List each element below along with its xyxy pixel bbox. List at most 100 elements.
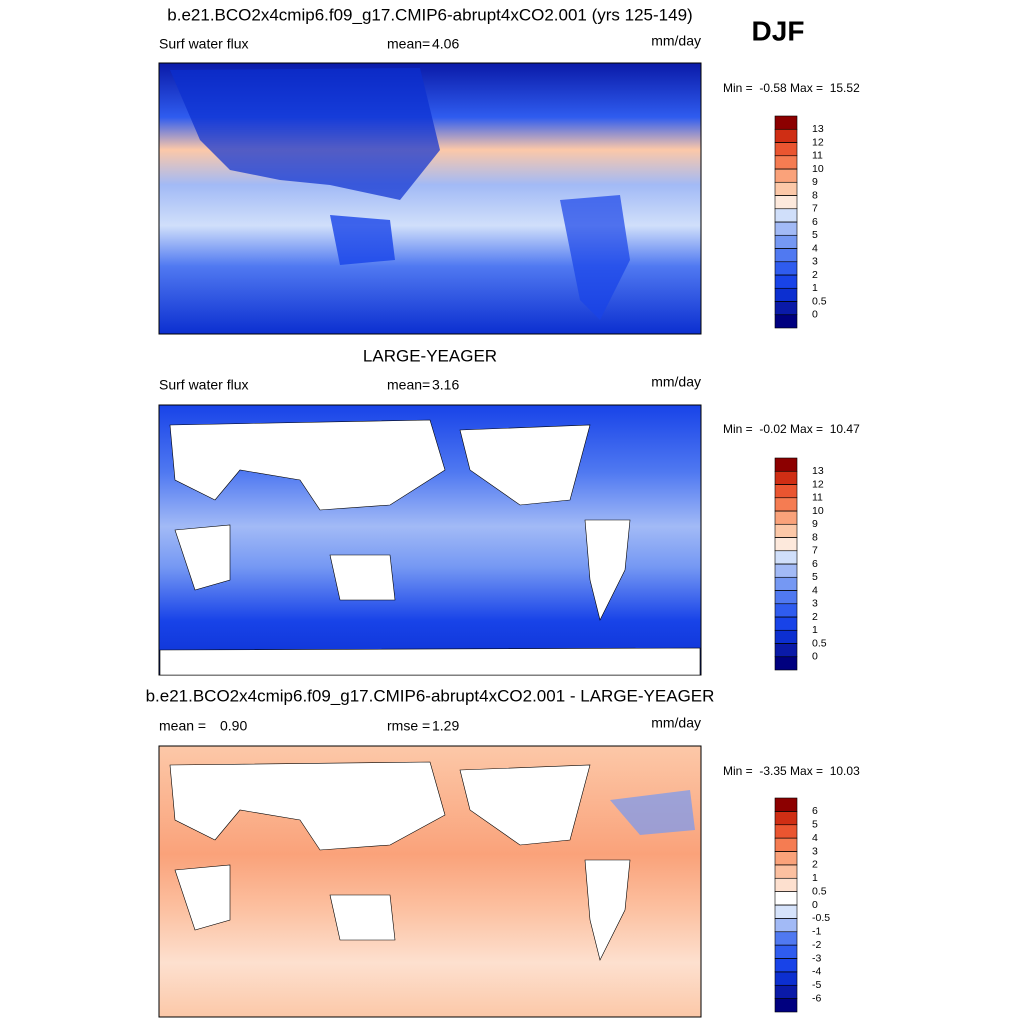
variable-label: Surf water flux xyxy=(159,36,248,52)
colorbar-label: 12 xyxy=(812,478,824,490)
colorbar-box xyxy=(774,811,798,826)
colorbar-box xyxy=(774,142,798,157)
colorbar-box xyxy=(774,616,798,631)
colorbar-box xyxy=(774,837,798,852)
colorbar-label: 8 xyxy=(812,189,818,201)
colorbar-box xyxy=(774,643,798,658)
colorbar-box xyxy=(774,904,798,919)
colorbar-box xyxy=(774,824,798,839)
stat-label: rmse = xyxy=(387,718,430,734)
colorbar-box xyxy=(774,287,798,302)
colorbar-label: 0 xyxy=(812,899,818,911)
variable-label: Surf water flux xyxy=(159,377,248,393)
colorbar-label: 5 xyxy=(812,571,818,583)
colorbar-label: 6 xyxy=(812,558,818,570)
panel-title: b.e21.BCO2x4cmip6.f09_g17.CMIP6-abrupt4x… xyxy=(146,686,715,705)
colorbar-label: 1 xyxy=(812,872,818,884)
colorbar-box xyxy=(774,261,798,276)
stat-label: mean = xyxy=(159,718,206,734)
colorbar-label: 1 xyxy=(812,282,818,294)
colorbar-box xyxy=(774,891,798,906)
colorbar-label: 5 xyxy=(812,819,818,831)
colorbar-box xyxy=(774,248,798,263)
colorbar-box xyxy=(774,155,798,170)
map xyxy=(158,62,702,335)
colorbar-label: 0 xyxy=(812,651,818,663)
min-max-label: Min = -3.35 Max = 10.03 xyxy=(723,764,860,778)
colorbar-box xyxy=(774,484,798,499)
colorbar-label: 3 xyxy=(812,845,818,857)
map xyxy=(158,404,702,676)
colorbar-box xyxy=(774,537,798,552)
colorbar-box xyxy=(774,576,798,591)
colorbar-box xyxy=(774,115,798,130)
colorbar-box xyxy=(774,918,798,933)
colorbar-box xyxy=(774,984,798,999)
colorbar-box xyxy=(774,563,798,578)
units-label: mm/day xyxy=(651,374,701,390)
colorbar-label: 0 xyxy=(812,309,818,321)
colorbar-box xyxy=(774,128,798,143)
colorbar-box xyxy=(774,510,798,525)
colorbar-label: 9 xyxy=(812,518,818,530)
stat-value: 0.90 xyxy=(220,718,247,734)
colorbar-label: 4 xyxy=(812,242,818,254)
colorbar-label: 3 xyxy=(812,598,818,610)
colorbar-label: -5 xyxy=(812,979,821,991)
colorbar-label: 2 xyxy=(812,269,818,281)
colorbar-label: 7 xyxy=(812,545,818,557)
stat-value: 4.06 xyxy=(432,36,459,52)
colorbar-label: 2 xyxy=(812,859,818,871)
colorbar-label: -1 xyxy=(812,926,821,938)
colorbar-label: -4 xyxy=(812,966,821,978)
colorbar-label: 2 xyxy=(812,611,818,623)
stat-label: mean= xyxy=(387,36,430,52)
colorbar-label: 9 xyxy=(812,176,818,188)
colorbar-label: 3 xyxy=(812,256,818,268)
colorbar-label: 6 xyxy=(812,216,818,228)
min-max-label: Min = -0.58 Max = 15.52 xyxy=(723,81,860,95)
units-label: mm/day xyxy=(651,33,701,49)
units-label: mm/day xyxy=(651,715,701,731)
colorbar-label: 10 xyxy=(812,163,824,175)
colorbar-label: 13 xyxy=(812,465,824,477)
colorbar-label: 10 xyxy=(812,505,824,517)
colorbar-box xyxy=(774,221,798,236)
min-max-label: Min = -0.02 Max = 10.47 xyxy=(723,422,860,436)
colorbar-box xyxy=(774,590,798,605)
colorbar-box xyxy=(774,797,798,812)
colorbar-label: 11 xyxy=(812,150,823,162)
colorbar-box xyxy=(774,550,798,565)
colorbar-box xyxy=(774,168,798,183)
colorbar-box xyxy=(774,497,798,512)
season-label: DJF xyxy=(752,15,805,46)
colorbar-label: 8 xyxy=(812,531,818,543)
colorbar-box xyxy=(774,301,798,316)
colorbar-box xyxy=(774,181,798,196)
colorbar-box xyxy=(774,944,798,959)
colorbar-box xyxy=(774,931,798,946)
colorbar-box xyxy=(774,195,798,210)
panel-title: LARGE-YEAGER xyxy=(363,346,497,365)
colorbar-label: 6 xyxy=(812,805,818,817)
colorbar-label: 1 xyxy=(812,624,818,636)
stat-label: mean= xyxy=(387,377,430,393)
colorbar-box xyxy=(774,877,798,892)
colorbar-box xyxy=(774,998,798,1013)
colorbar-box xyxy=(774,234,798,249)
colorbar-label: 4 xyxy=(812,584,818,596)
colorbar-box xyxy=(774,274,798,289)
colorbar-box xyxy=(774,851,798,866)
colorbar-box xyxy=(774,958,798,973)
colorbar-label: 0.5 xyxy=(812,885,827,897)
colorbar-label: 0.5 xyxy=(812,295,827,307)
colorbar-box xyxy=(774,457,798,472)
map xyxy=(158,745,702,1018)
colorbar-box xyxy=(774,470,798,485)
colorbar-label: -6 xyxy=(812,992,821,1004)
colorbar-box xyxy=(774,603,798,618)
colorbar-label: -3 xyxy=(812,952,821,964)
colorbar-box xyxy=(774,314,798,329)
